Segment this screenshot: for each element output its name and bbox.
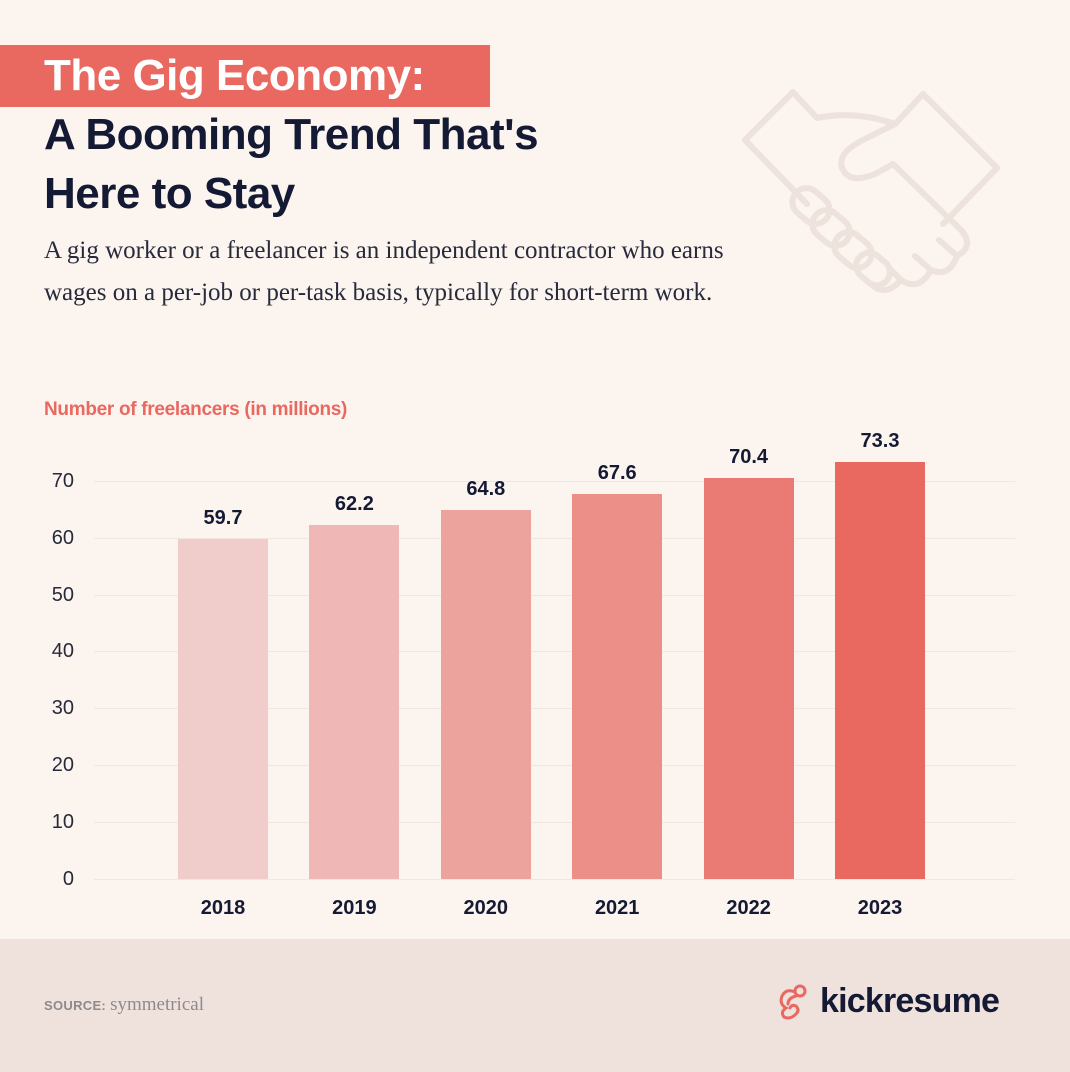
bar-chart: 0 10 20 30 40 50 60 70 59.7 2018 62.2 2019 64.8 2020 6…	[51, 429, 1015, 919]
bar-value-label: 62.2	[334, 493, 374, 516]
description-text: A gig worker or a freelancer is an indep…	[44, 237, 724, 306]
y-axis-tick: 0	[62, 868, 74, 890]
gridline	[94, 822, 1015, 824]
gridline	[94, 594, 1015, 596]
source-value: symmetrical	[110, 994, 204, 1015]
x-axis-tick: 2023	[857, 897, 903, 919]
bar-value-label: 59.7	[203, 507, 243, 530]
bar-value-label: 73.3	[860, 429, 900, 452]
bar-2022[interactable]	[703, 478, 794, 879]
brand-name: kickresume	[820, 981, 1000, 1020]
x-axis-tick: 2019	[332, 897, 377, 919]
bar-2019[interactable]	[309, 525, 400, 879]
source-attribution: SOURCE: symmetrical	[44, 994, 204, 1016]
bar-2020[interactable]	[440, 510, 531, 879]
gridline	[94, 480, 1015, 482]
gridline	[94, 879, 1015, 880]
y-axis-tick: 50	[51, 583, 74, 606]
bar-2018[interactable]	[178, 539, 268, 879]
x-axis-tick: 2022	[726, 897, 771, 919]
y-axis-tick: 30	[51, 697, 74, 720]
kickresume-logo-icon	[779, 984, 807, 1020]
gridline	[94, 651, 1015, 653]
title-line-3: Here to Stay	[44, 169, 295, 218]
title-line-2: A Booming Trend That's	[44, 110, 539, 159]
x-axis-tick: 2021	[594, 897, 640, 919]
gridline	[94, 708, 1015, 710]
brand-logo[interactable]: kickresume	[776, 981, 1000, 1021]
source-label: SOURCE:	[44, 998, 107, 1013]
gridline	[94, 537, 1015, 539]
bar-2023[interactable]	[835, 461, 925, 879]
x-axis-tick: 2020	[463, 897, 509, 919]
y-axis-tick: 40	[51, 640, 74, 663]
y-axis-tick: 20	[51, 754, 74, 777]
bar-value-label: 64.8	[466, 478, 506, 501]
x-axis-tick: 2018	[200, 897, 246, 919]
y-axis-tick: 10	[51, 811, 74, 834]
handshake-icon	[742, 89, 1000, 293]
bar-value-label: 67.6	[597, 462, 637, 485]
bar-value-label: 70.4	[729, 446, 769, 469]
y-axis-tick: 60	[51, 526, 74, 549]
gridline	[94, 765, 1015, 767]
title-highlight-band	[0, 45, 490, 107]
y-axis-tick: 70	[51, 469, 74, 492]
chart-label: Number of freelancers (in millions)	[44, 399, 348, 420]
title-line-1: The Gig Economy:	[44, 51, 425, 100]
bar-2021[interactable]	[572, 494, 663, 879]
footer: SOURCE: symmetrical kickresume	[0, 939, 1070, 1072]
